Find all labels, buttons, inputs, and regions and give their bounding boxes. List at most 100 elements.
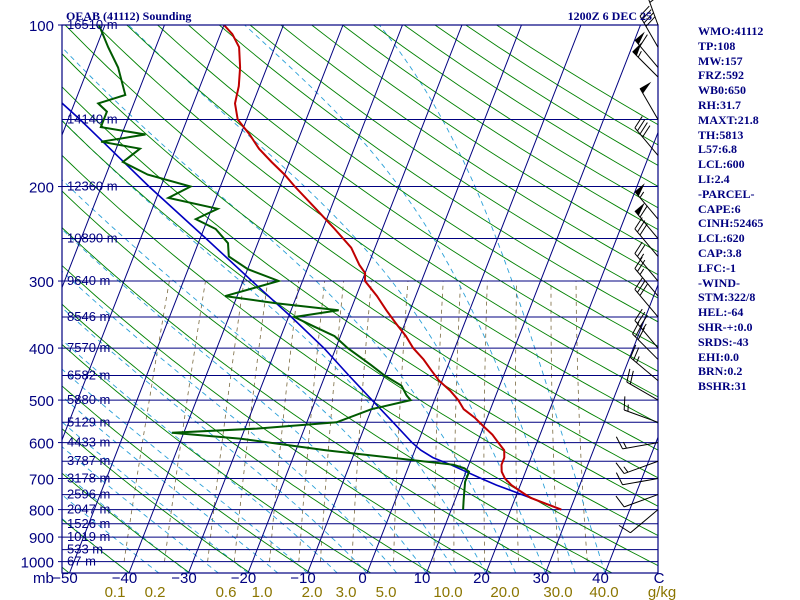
wind-barb-staff bbox=[630, 509, 659, 534]
wind-barb-feather bbox=[634, 217, 643, 230]
isotherm bbox=[247, 25, 463, 573]
index-item: WB0:650 bbox=[698, 83, 746, 98]
dry-adiabat bbox=[62, 53, 658, 479]
wind-barb-flag bbox=[634, 183, 645, 197]
height-label: 8546 m bbox=[67, 309, 110, 324]
dry-adiabat bbox=[62, 343, 372, 573]
chart-title: OEAB (41112) Sounding bbox=[66, 9, 191, 23]
wind-barb-feather bbox=[637, 327, 646, 340]
dry-adiabat bbox=[62, 472, 191, 573]
dry-adiabat bbox=[62, 120, 658, 537]
wind-barb-staff bbox=[622, 478, 659, 486]
wind-barb bbox=[615, 460, 659, 475]
moist-adiabat bbox=[62, 368, 308, 573]
wind-barb-feather bbox=[629, 370, 634, 385]
dry-adiabat bbox=[280, 25, 658, 276]
wind-barb-feather bbox=[639, 205, 648, 218]
dry-adiabat bbox=[62, 428, 251, 573]
isobars bbox=[62, 25, 658, 563]
moist-adiabat bbox=[62, 307, 368, 573]
mixing-ratio-label: 40.0 bbox=[589, 584, 618, 600]
height-label: 6582 m bbox=[67, 368, 110, 383]
height-labels: 16510 m 14140 m 12360 m 10890 m 9640 m 8546 m… bbox=[67, 17, 118, 569]
wind-barb-feather bbox=[615, 462, 625, 474]
index-item: BSHR:31 bbox=[698, 379, 747, 394]
wind-barb-half-feather bbox=[637, 50, 642, 58]
index-item: SHR-+:0.0 bbox=[698, 319, 753, 334]
moist-adiabat bbox=[244, 25, 576, 573]
dry-adiabat bbox=[62, 227, 553, 573]
wind-barb bbox=[632, 42, 659, 78]
mixing-ratio-label: 0.6 bbox=[216, 584, 237, 600]
wind-barb-staff bbox=[634, 320, 659, 349]
wind-barb-feather bbox=[637, 244, 646, 257]
plot-frame bbox=[61, 24, 659, 574]
mixing-ratio-line bbox=[575, 280, 588, 562]
wind-barb-flag bbox=[632, 42, 642, 56]
index-item: MAXT:21.8 bbox=[698, 112, 759, 127]
wind-barb-staff bbox=[639, 88, 659, 120]
temperature-tick-label: 20 bbox=[473, 570, 490, 587]
mixing-ratio-label: 2.0 bbox=[302, 584, 323, 600]
sounding-series bbox=[62, 25, 562, 511]
wind-barb-feather bbox=[641, 9, 652, 20]
moist-adiabat bbox=[128, 25, 546, 573]
isotherm bbox=[62, 25, 165, 289]
wind-barb-staff bbox=[624, 460, 659, 475]
height-label: 3787 m bbox=[67, 453, 110, 468]
wind-barbs bbox=[615, 0, 659, 534]
mixing-ratio-label: 30.0 bbox=[543, 584, 572, 600]
isotherm bbox=[545, 283, 658, 573]
moist-adiabats bbox=[62, 25, 606, 573]
isotherm bbox=[188, 25, 403, 573]
wind-barb-staff bbox=[632, 333, 659, 360]
dry-adiabat bbox=[157, 25, 658, 372]
dewpoint-trace bbox=[96, 25, 471, 510]
wind-barb bbox=[629, 344, 659, 382]
wind-barb-staff bbox=[624, 409, 659, 423]
dry-adiabat bbox=[95, 25, 658, 424]
wind-barb-feather bbox=[634, 324, 643, 338]
height-label: 2047 m bbox=[67, 502, 110, 517]
wind-barb-staff bbox=[634, 191, 659, 220]
wind-barb-half-feather bbox=[623, 466, 629, 473]
isotherms bbox=[62, 25, 658, 573]
dry-adiabat bbox=[219, 25, 658, 323]
wind-barb-feather bbox=[642, 125, 651, 138]
dry-adiabat bbox=[249, 25, 658, 299]
wind-barb-feather bbox=[615, 472, 623, 485]
height-label: 2596 m bbox=[67, 487, 110, 502]
index-item: LI:2.4 bbox=[698, 171, 730, 186]
wind-barb-feather bbox=[633, 347, 640, 361]
height-label: 3178 m bbox=[67, 471, 110, 486]
wind-barb-feather bbox=[639, 5, 650, 17]
mixing-ratio-label: 20.0 bbox=[490, 584, 519, 600]
isotherm bbox=[69, 25, 284, 573]
wind-barb bbox=[615, 472, 659, 486]
dry-adiabat bbox=[311, 25, 658, 253]
wind-barb-half-feather bbox=[639, 253, 645, 260]
dry-adiabat bbox=[62, 518, 130, 573]
index-item: CINH:52465 bbox=[698, 216, 764, 231]
index-item: L57:6.8 bbox=[698, 142, 737, 157]
index-item: CAP:3.8 bbox=[698, 245, 742, 260]
wind-barb-feather bbox=[634, 277, 643, 290]
wind-barb-half-feather bbox=[639, 191, 645, 198]
wind-barb-feather bbox=[629, 344, 637, 358]
height-label: 5129 m bbox=[67, 414, 110, 429]
wind-barb bbox=[626, 368, 659, 401]
height-label: 7570 m bbox=[67, 340, 110, 355]
dry-adiabat bbox=[126, 25, 658, 398]
pressure-axis-labels: 100 200 300 400 500 600 700 800 900 1000 bbox=[21, 18, 62, 572]
temperature-tick-label: −20 bbox=[231, 570, 256, 587]
wind-barb-staff bbox=[634, 268, 659, 297]
height-label: 67 m bbox=[67, 554, 96, 569]
dry-adiabat bbox=[62, 264, 492, 573]
wind-barb-staff bbox=[639, 15, 659, 48]
temperature-tick-label: −40 bbox=[112, 570, 137, 587]
wind-barb-staff bbox=[634, 289, 659, 318]
wind-barb-feather bbox=[639, 283, 648, 296]
wind-barb-staff bbox=[632, 51, 659, 78]
wind-barb bbox=[623, 396, 659, 423]
moist-adiabat bbox=[62, 339, 338, 573]
